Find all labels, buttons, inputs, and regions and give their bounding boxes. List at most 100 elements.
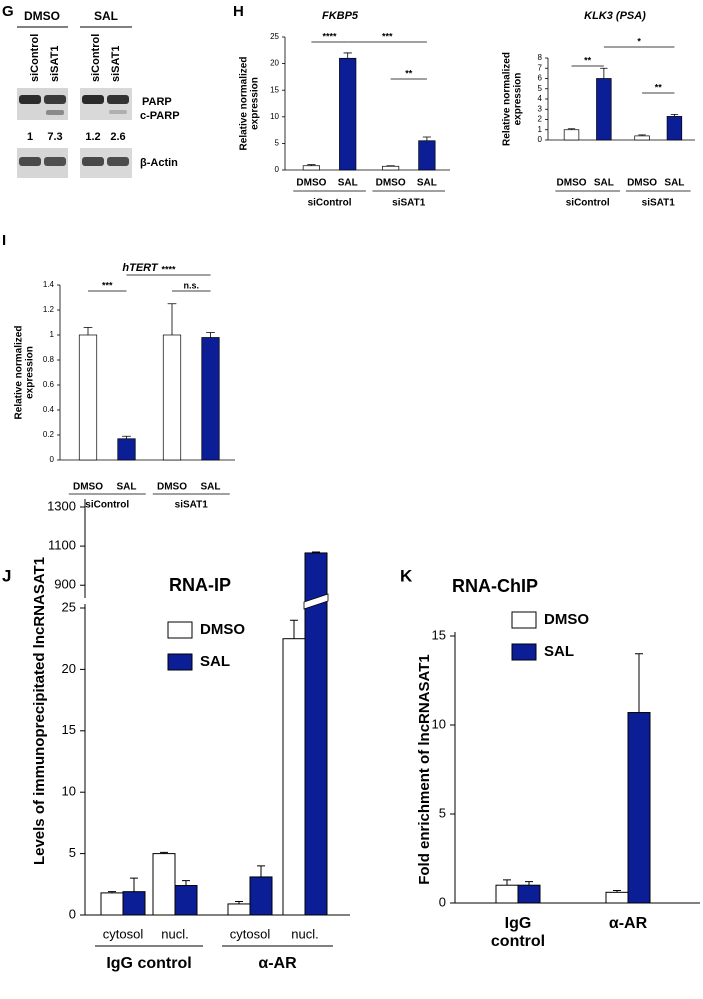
x-tick-label: DMSO xyxy=(627,178,657,189)
y-tick-label: 3 xyxy=(538,104,543,113)
error-bar xyxy=(83,327,93,335)
group-label: siSAT1 xyxy=(392,198,426,209)
bar xyxy=(666,116,683,141)
y-tick-label: 5 xyxy=(439,805,446,820)
quantification: 1 xyxy=(27,131,33,143)
y-tick-label: 20 xyxy=(270,59,279,68)
y-tick-label: 25 xyxy=(270,32,279,41)
y-tick-label: 0.2 xyxy=(43,430,55,439)
x-tick-label: SAL xyxy=(338,178,358,189)
chart-title: hTERT xyxy=(122,262,159,274)
y-tick-label: 20 xyxy=(62,661,76,676)
y-axis-label: expression xyxy=(250,77,261,130)
x-tick-label: DMSO xyxy=(73,482,103,493)
y-tick-label: 0.4 xyxy=(43,405,55,414)
bar xyxy=(634,135,650,141)
error-bar xyxy=(600,67,608,79)
y-axis-label: Relative normalized xyxy=(502,52,513,146)
lane-label: siSAT1 xyxy=(49,46,61,82)
bar xyxy=(162,334,182,461)
error-bar xyxy=(257,865,265,877)
y-tick-label: 15 xyxy=(62,722,76,737)
error-bar xyxy=(635,653,643,713)
lane-label: siControl xyxy=(29,34,41,82)
legend-label: DMSO xyxy=(544,611,589,628)
y-axis-label: expression xyxy=(25,346,36,399)
significance-label: ** xyxy=(405,68,413,78)
x-tick-label: SAL xyxy=(201,482,221,493)
error-bar xyxy=(182,880,190,886)
group-label: siControl xyxy=(308,198,352,209)
bar xyxy=(563,129,580,141)
x-tick-label: DMSO xyxy=(157,482,187,493)
significance-label: ** xyxy=(584,55,592,65)
group-label: IgG control xyxy=(106,955,191,972)
chart-title: FKBP5 xyxy=(322,10,359,22)
y-tick-label: 10 xyxy=(432,716,446,731)
y-tick-label: 0 xyxy=(69,906,76,921)
bar xyxy=(627,712,651,904)
chart-title: RNA-ChIP xyxy=(452,576,538,596)
bar xyxy=(495,884,519,904)
x-tick-label: cytosol xyxy=(230,926,271,941)
bar xyxy=(227,903,251,916)
panel-letter: K xyxy=(400,566,413,585)
error-bar xyxy=(130,877,138,892)
legend-swatch xyxy=(167,653,193,671)
bar xyxy=(418,140,436,171)
significance-label: * xyxy=(637,36,641,46)
y-tick-label: 7 xyxy=(538,63,543,72)
error-bar xyxy=(343,52,352,59)
band-label: PARP xyxy=(142,96,172,108)
y-tick-label: 2 xyxy=(538,115,543,124)
x-tick-label: DMSO xyxy=(296,178,326,189)
x-tick-label: SAL xyxy=(594,178,614,189)
y-tick-label: 5 xyxy=(538,84,543,93)
y-tick-label: 1.2 xyxy=(43,305,55,314)
y-tick-label: 900 xyxy=(54,577,76,592)
group-label: siControl xyxy=(85,500,129,511)
error-bar xyxy=(122,435,131,439)
blot-image xyxy=(17,88,132,178)
bar xyxy=(117,438,136,461)
bar xyxy=(100,892,124,916)
significance-label: *** xyxy=(382,31,393,41)
axis-break xyxy=(303,593,329,610)
bar xyxy=(339,57,357,171)
panel-letter: H xyxy=(233,3,244,20)
y-axis-label: Levels of immunoprecipitated lncRNASAT1 xyxy=(31,557,48,865)
lane-label: siControl xyxy=(90,34,102,82)
legend-swatch xyxy=(167,621,193,639)
significance-label: *** xyxy=(102,280,113,290)
error-bar xyxy=(206,332,215,338)
x-tick-label: α-AR xyxy=(608,915,648,932)
x-tick-label: nucl. xyxy=(291,926,318,941)
y-tick-label: 1 xyxy=(538,125,543,134)
x-tick-label: DMSO xyxy=(376,178,406,189)
error-bar xyxy=(503,879,511,886)
group-label: α-AR xyxy=(258,955,297,972)
y-tick-label: 6 xyxy=(538,74,543,83)
y-tick-label: 0 xyxy=(50,455,55,464)
x-tick-label: SAL xyxy=(117,482,137,493)
x-tick-label: DMSO xyxy=(557,178,587,189)
y-tick-label: 0 xyxy=(538,135,543,144)
treatment-label: DMSO xyxy=(24,9,60,23)
bar xyxy=(605,891,629,904)
y-tick-label: 0.6 xyxy=(43,380,55,389)
band-label: c-PARP xyxy=(140,110,180,122)
error-bar xyxy=(422,136,432,141)
y-tick-label: 0 xyxy=(439,894,446,909)
legend-swatch xyxy=(511,611,537,629)
x-tick-label: cytosol xyxy=(103,926,144,941)
y-tick-label: 4 xyxy=(538,94,543,103)
panel-letter: G xyxy=(2,3,14,20)
y-tick-label: 25 xyxy=(62,599,76,614)
legend-label: DMSO xyxy=(200,621,245,638)
y-tick-label: 1300 xyxy=(47,498,76,513)
group-label: siSAT1 xyxy=(175,500,209,511)
bar xyxy=(302,165,320,171)
bar xyxy=(517,884,541,904)
